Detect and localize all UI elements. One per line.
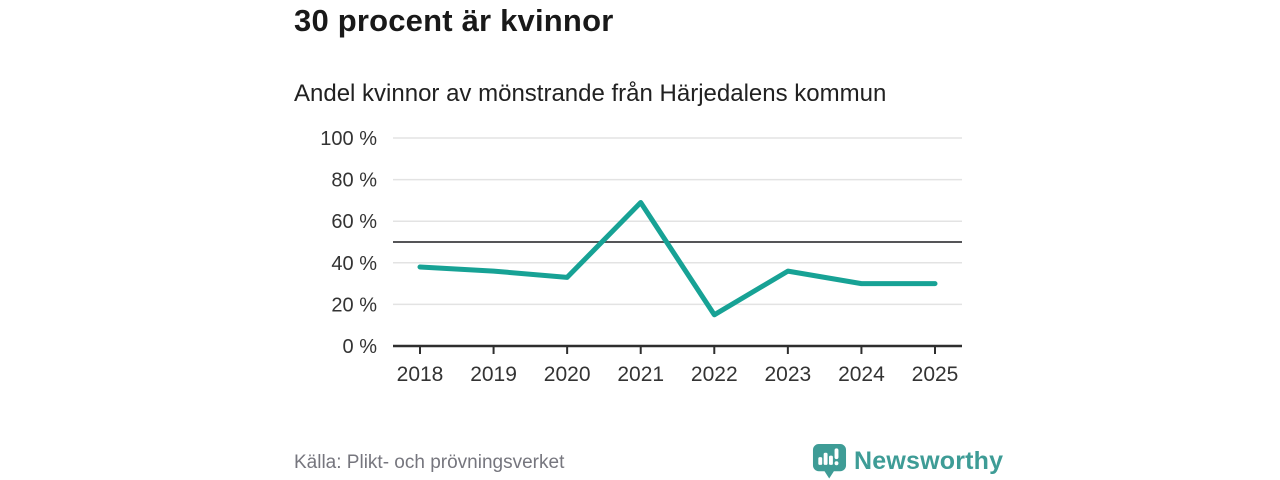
y-tick-label: 40 %: [331, 253, 377, 275]
chart-subtitle: Andel kvinnor av mönstrande från Härjeda…: [294, 80, 887, 107]
x-tick-label: 2022: [691, 363, 738, 386]
line-chart: 0 % 20 % 40 % 60 % 80 % 100 % 2018 2019 2020 2021…: [320, 128, 962, 386]
x-tick-label: 2025: [912, 363, 959, 386]
brand-name: Newsworthy: [854, 447, 1004, 475]
y-tick-label: 60 %: [331, 211, 377, 233]
x-tick-label: 2024: [838, 363, 885, 386]
source-attribution: Källa: Plikt- och prövningsverket: [294, 452, 565, 473]
y-tick-label: 80 %: [331, 170, 377, 192]
page-title: 30 procent är kvinnor: [294, 3, 614, 38]
newsworthy-logo: Newsworthy: [812, 443, 1003, 480]
x-tick-label: 2020: [544, 363, 591, 386]
bar-small: [818, 457, 823, 465]
y-tick-label: 100 %: [320, 128, 377, 150]
y-tick-label: 20 %: [331, 294, 377, 316]
x-tick-label: 2018: [397, 363, 444, 386]
bar-medium: [829, 455, 833, 465]
bar-tall: [823, 452, 828, 465]
exclamation-dot: [834, 461, 839, 466]
newsworthy-bubble-icon: [812, 444, 847, 479]
x-tick-label: 2019: [470, 363, 517, 386]
x-tick-label: 2021: [617, 363, 664, 386]
y-tick-label: 0 %: [343, 336, 378, 358]
x-tick-label: 2023: [764, 363, 811, 386]
exclamation-stem: [834, 448, 839, 460]
data-line: [417, 200, 938, 318]
